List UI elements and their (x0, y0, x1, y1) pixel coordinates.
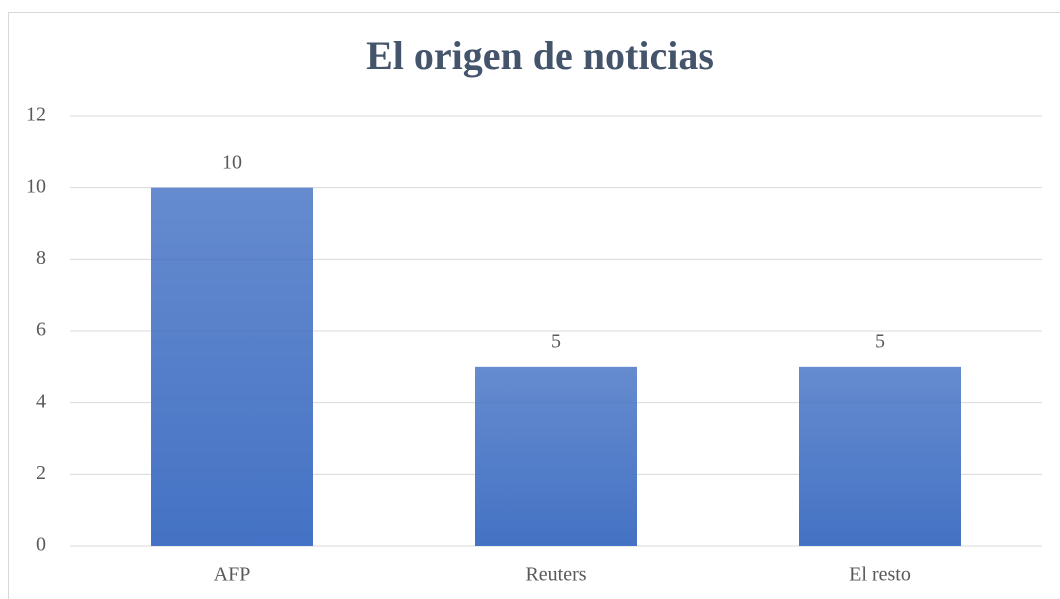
chart-title: El origen de noticias (366, 33, 714, 78)
y-tick-label: 8 (36, 247, 46, 269)
y-tick-label: 2 (36, 462, 46, 484)
x-tick-label: Reuters (525, 564, 586, 586)
y-tick-label: 0 (36, 534, 46, 556)
y-tick-label: 12 (26, 104, 46, 126)
y-tick-label: 6 (36, 319, 46, 341)
data-label: 5 (875, 330, 885, 352)
x-tick-label: AFP (214, 564, 251, 586)
bar (799, 366, 961, 546)
data-label: 10 (222, 151, 242, 173)
y-tick-label: 10 (26, 175, 46, 197)
bar (475, 366, 637, 546)
bar (151, 187, 313, 546)
data-label: 5 (551, 330, 561, 352)
y-tick-label: 4 (36, 390, 46, 412)
x-tick-label: El resto (849, 564, 911, 586)
